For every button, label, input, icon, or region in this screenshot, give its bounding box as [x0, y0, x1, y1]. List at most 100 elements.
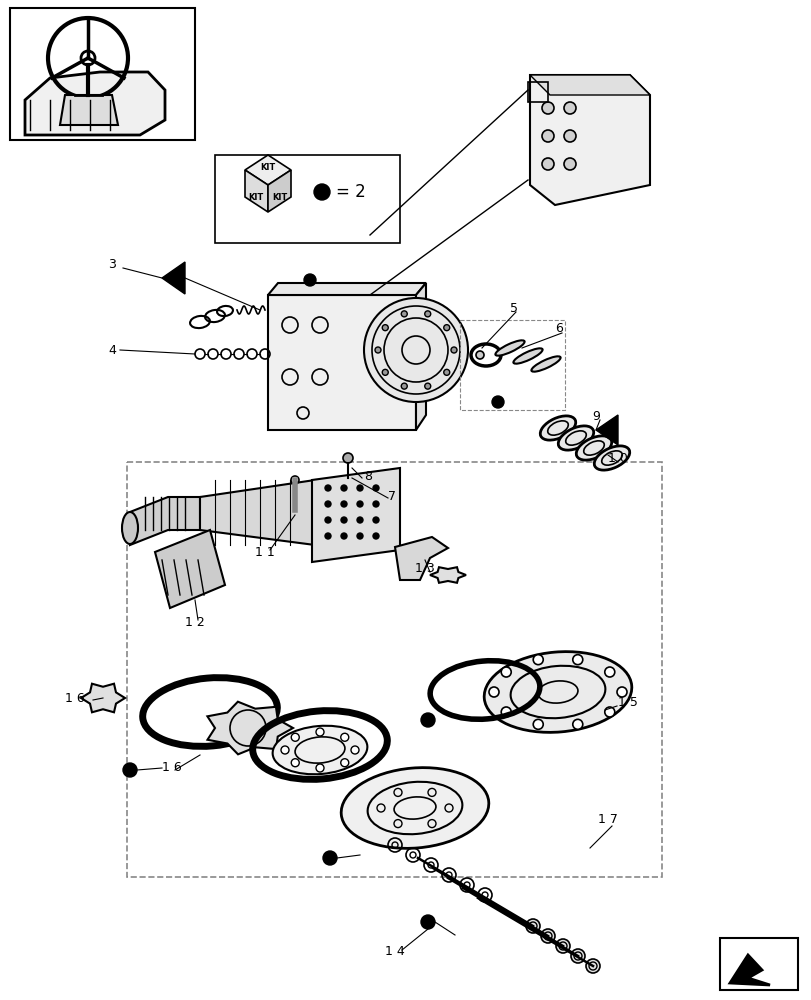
Text: 7: 7 [388, 490, 396, 504]
Bar [10, 8, 195, 140]
Circle shape [491, 396, 504, 408]
Ellipse shape [483, 652, 631, 732]
Circle shape [604, 667, 614, 677]
Circle shape [450, 347, 457, 353]
Text: 4: 4 [108, 344, 116, 357]
Circle shape [500, 707, 511, 717]
Circle shape [372, 517, 379, 523]
Circle shape [541, 158, 553, 170]
Circle shape [488, 687, 499, 697]
Circle shape [572, 655, 582, 665]
Circle shape [314, 184, 329, 200]
Circle shape [341, 501, 346, 507]
Circle shape [540, 929, 554, 943]
Ellipse shape [594, 446, 629, 470]
Circle shape [564, 102, 575, 114]
Circle shape [341, 517, 346, 523]
Circle shape [443, 325, 449, 331]
Circle shape [500, 667, 511, 677]
Circle shape [401, 383, 407, 389]
Circle shape [616, 687, 626, 697]
Circle shape [323, 851, 337, 865]
Circle shape [281, 746, 289, 754]
Circle shape [586, 959, 599, 973]
Polygon shape [207, 702, 293, 754]
Text: 9: 9 [591, 410, 599, 422]
Circle shape [357, 501, 363, 507]
Circle shape [526, 919, 539, 933]
Polygon shape [311, 468, 400, 562]
Polygon shape [268, 283, 426, 295]
Bar [719, 938, 797, 990]
Text: 3: 3 [108, 258, 116, 271]
Polygon shape [200, 480, 340, 545]
Text: 8: 8 [363, 470, 371, 483]
Text: 1 6: 1 6 [65, 692, 84, 704]
Ellipse shape [576, 436, 611, 460]
Circle shape [564, 158, 575, 170]
Circle shape [342, 453, 353, 463]
Text: 1 2: 1 2 [185, 615, 204, 629]
Circle shape [341, 533, 346, 539]
Bar [460, 320, 564, 410]
Text: KIT: KIT [248, 194, 264, 202]
Text: 1 5: 1 5 [617, 696, 637, 708]
Ellipse shape [122, 512, 138, 544]
Circle shape [572, 719, 582, 729]
Polygon shape [60, 95, 118, 125]
Circle shape [303, 274, 315, 286]
Circle shape [420, 713, 435, 727]
Circle shape [291, 733, 299, 741]
Circle shape [564, 130, 575, 142]
Ellipse shape [539, 416, 575, 440]
Circle shape [420, 915, 435, 929]
Circle shape [324, 485, 331, 491]
Circle shape [341, 485, 346, 491]
Bar [215, 155, 400, 243]
Circle shape [341, 733, 348, 741]
Ellipse shape [495, 340, 524, 356]
Polygon shape [415, 283, 426, 430]
Polygon shape [162, 262, 185, 294]
Polygon shape [268, 295, 415, 430]
Circle shape [424, 383, 430, 389]
Ellipse shape [558, 426, 593, 450]
Polygon shape [245, 170, 268, 212]
Circle shape [541, 130, 553, 142]
Circle shape [363, 298, 467, 402]
Polygon shape [130, 497, 200, 545]
Circle shape [533, 655, 543, 665]
Text: 1 4: 1 4 [384, 945, 404, 958]
Circle shape [341, 759, 348, 767]
Circle shape [350, 746, 358, 754]
Ellipse shape [530, 356, 560, 372]
Polygon shape [430, 567, 466, 583]
Circle shape [604, 707, 614, 717]
Ellipse shape [341, 768, 488, 848]
Polygon shape [155, 530, 225, 608]
Text: 1 3: 1 3 [414, 562, 434, 574]
Polygon shape [394, 537, 448, 580]
Text: 1 7: 1 7 [597, 813, 617, 826]
Text: = 2: = 2 [336, 183, 365, 201]
Text: 6: 6 [554, 322, 562, 334]
Circle shape [375, 347, 380, 353]
Circle shape [372, 533, 379, 539]
Circle shape [324, 533, 331, 539]
Circle shape [556, 939, 569, 953]
Polygon shape [245, 155, 290, 185]
Circle shape [291, 759, 299, 767]
Circle shape [382, 369, 388, 375]
Polygon shape [81, 684, 125, 712]
Circle shape [357, 533, 363, 539]
Circle shape [382, 325, 388, 331]
Text: 5: 5 [509, 302, 517, 314]
Circle shape [424, 311, 430, 317]
Circle shape [443, 369, 449, 375]
Circle shape [475, 351, 483, 359]
Circle shape [315, 764, 324, 772]
Polygon shape [25, 72, 165, 135]
Circle shape [122, 763, 137, 777]
Circle shape [324, 517, 331, 523]
Circle shape [315, 728, 324, 736]
